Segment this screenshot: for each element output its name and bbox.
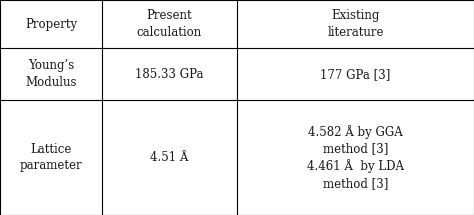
Text: 4.51 Å: 4.51 Å bbox=[150, 151, 189, 164]
Text: Present
calculation: Present calculation bbox=[137, 9, 202, 39]
Text: 4.582 Å by GGA
method [3]
4.461 Å  by LDA
method [3]: 4.582 Å by GGA method [3] 4.461 Å by LDA… bbox=[307, 125, 404, 190]
Text: Property: Property bbox=[25, 18, 77, 31]
Text: Lattice
parameter: Lattice parameter bbox=[19, 143, 82, 172]
Text: Existing
literature: Existing literature bbox=[327, 9, 384, 39]
Text: 177 GPa [3]: 177 GPa [3] bbox=[320, 68, 391, 81]
Text: Young’s
Modulus: Young’s Modulus bbox=[25, 59, 77, 89]
Text: 185.33 GPa: 185.33 GPa bbox=[135, 68, 204, 81]
